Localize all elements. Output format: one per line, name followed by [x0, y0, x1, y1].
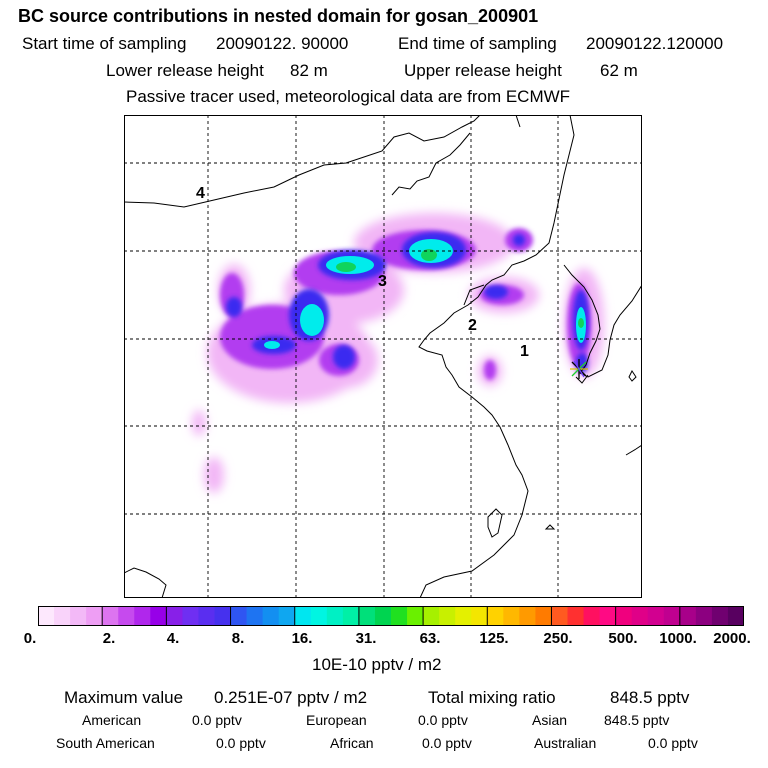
- colorbar-unit: 10E-10 pptv / m2: [312, 655, 442, 674]
- colorbar-cell: [150, 606, 167, 626]
- max-value-label: Maximum value: [64, 688, 184, 707]
- colorbar-tick: 500.: [608, 630, 638, 647]
- colorbar-cell: [166, 606, 184, 626]
- colorbar-cell: [374, 606, 392, 626]
- region-label-1: 1: [520, 343, 529, 360]
- total-mixing-label: Total mixing ratio: [428, 688, 556, 707]
- colorbar-tick: 31.: [355, 630, 377, 647]
- end-time-label: End time of sampling: [398, 34, 557, 53]
- source-value-african: 0.0 pptv: [422, 735, 472, 751]
- colorbar-cell: [423, 606, 440, 626]
- colorbar-cell: [198, 606, 216, 626]
- colorbar-cell: [38, 606, 55, 626]
- map-frame: [124, 115, 642, 598]
- colorbar-cell: [134, 606, 151, 626]
- colorbar: [38, 606, 744, 626]
- colorbar-cell: [214, 606, 232, 626]
- colorbar-cell: [358, 606, 376, 626]
- source-label-asian: Asian: [532, 712, 568, 728]
- source-value-south-american: 0.0 pptv: [216, 735, 266, 751]
- colorbar-tick: 8.: [231, 630, 245, 647]
- colorbar-tick: 125.: [479, 630, 509, 647]
- colorbar-tick: 250.: [543, 630, 573, 647]
- colorbar-cell: [647, 606, 665, 626]
- colorbar-cell: [246, 606, 264, 626]
- tracer-note: Passive tracer used, meteorological data…: [126, 87, 571, 106]
- total-mixing-value: 848.5 pptv: [610, 688, 690, 707]
- colorbar-tick: 0.: [23, 630, 37, 647]
- colorbar-tick: 4.: [166, 630, 180, 647]
- colorbar-cell: [679, 606, 697, 626]
- plume-core-green: [336, 249, 584, 328]
- source-label-african: African: [330, 735, 374, 751]
- colorbar-cell: [615, 606, 633, 626]
- max-value: 0.251E-07 pptv / m2: [214, 688, 368, 707]
- source-value-american: 0.0 pptv: [192, 712, 242, 728]
- start-time-value: 20090122. 90000: [216, 34, 349, 53]
- source-value-european: 0.0 pptv: [418, 712, 468, 728]
- region-label-4: 4: [196, 185, 205, 202]
- source-label-european: European: [306, 712, 367, 728]
- colorbar-cell: [326, 606, 344, 626]
- region-label-3: 3: [378, 273, 387, 290]
- plot-title: BC source contributions in nested domain…: [18, 6, 539, 26]
- colorbar-tick: 2000.: [713, 630, 751, 647]
- colorbar-cell: [310, 606, 328, 626]
- colorbar-cell: [583, 606, 601, 626]
- colorbar-cell: [342, 606, 360, 626]
- colorbar-cell: [407, 606, 424, 626]
- upper-height-value: 62 m: [600, 61, 638, 80]
- lower-height-label: Lower release height: [106, 61, 264, 80]
- colorbar-cell: [455, 606, 472, 626]
- upper-height-label: Upper release height: [404, 61, 562, 80]
- colorbar-cell: [727, 606, 744, 626]
- colorbar-cell: [230, 606, 248, 626]
- colorbar-cell: [567, 606, 585, 626]
- graticule: [124, 115, 642, 598]
- colorbar-cell: [471, 606, 488, 626]
- colorbar-cell: [503, 606, 520, 626]
- colorbar-cell: [487, 606, 504, 626]
- colorbar-cell: [70, 606, 87, 626]
- start-time-label: Start time of sampling: [22, 34, 187, 53]
- colorbar-cell: [599, 606, 617, 626]
- colorbar-cell: [535, 606, 553, 626]
- source-label-american: American: [82, 712, 142, 728]
- colorbar-cell: [262, 606, 280, 626]
- colorbar-tick: 16.: [291, 630, 313, 647]
- source-label-south-american: South American: [56, 735, 155, 751]
- colorbar-tick: 2.: [102, 630, 116, 647]
- colorbar-cell: [118, 606, 135, 626]
- colorbar-cell: [102, 606, 119, 626]
- colorbar-cell: [182, 606, 200, 626]
- colorbar-cell: [711, 606, 729, 626]
- source-value-australian: 0.0 pptv: [648, 735, 698, 751]
- colorbar-cell: [551, 606, 569, 626]
- source-value-asian: 848.5 pptv: [604, 712, 670, 728]
- colorbar-cell: [439, 606, 456, 626]
- colorbar-cell: [695, 606, 713, 626]
- map-panel: 1 2 3 4: [124, 115, 642, 598]
- colorbar-cell: [631, 606, 649, 626]
- colorbar-cell: [519, 606, 537, 626]
- colorbar-cell: [663, 606, 681, 626]
- region-label-2: 2: [468, 317, 477, 334]
- colorbar-cell: [391, 606, 408, 626]
- colorbar-cell: [278, 606, 296, 626]
- source-label-australian: Australian: [534, 735, 597, 751]
- colorbar-cell: [294, 606, 312, 626]
- colorbar-tick: 63.: [419, 630, 441, 647]
- colorbar-cell: [86, 606, 103, 626]
- lower-height-value: 82 m: [290, 61, 328, 80]
- end-time-value: 20090122.120000: [586, 34, 724, 53]
- coastline: [124, 115, 642, 598]
- receptor-marker: [570, 359, 588, 379]
- colorbar-cell: [54, 606, 71, 626]
- colorbar-tick: 1000.: [659, 630, 697, 647]
